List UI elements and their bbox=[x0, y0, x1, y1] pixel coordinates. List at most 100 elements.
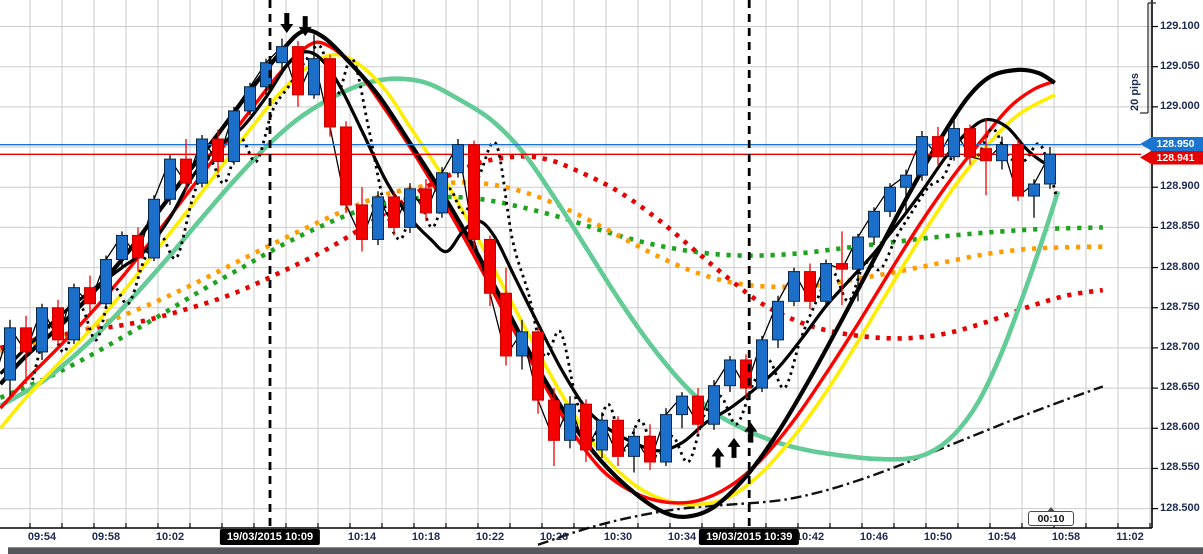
up-candle bbox=[852, 236, 864, 270]
down-candle bbox=[964, 128, 976, 158]
up-candle bbox=[196, 138, 208, 184]
x-axis-label: 10:02 bbox=[155, 531, 185, 543]
signal-arrows-layer bbox=[280, 12, 758, 468]
up-candle bbox=[404, 188, 416, 228]
up-candle bbox=[148, 198, 160, 259]
down-candle bbox=[52, 307, 64, 341]
up-candle bbox=[820, 263, 832, 302]
down-candle bbox=[836, 263, 848, 270]
pips-measure-label: 20 pips bbox=[1129, 73, 1141, 111]
down-candle bbox=[356, 204, 368, 240]
down-candle bbox=[468, 144, 480, 240]
up-candle bbox=[660, 414, 672, 463]
x-axis-label: 10:46 bbox=[859, 531, 889, 543]
down-candle bbox=[180, 158, 192, 184]
ma-green-solid bbox=[0, 76, 1061, 462]
up-candle bbox=[772, 300, 784, 341]
up-candle bbox=[788, 271, 800, 302]
down-candle bbox=[580, 403, 592, 451]
up-candle bbox=[628, 435, 640, 457]
down-candle bbox=[212, 138, 224, 163]
down-candle bbox=[1012, 144, 1024, 197]
ma-red-dotted bbox=[0, 154, 1104, 351]
down-candle bbox=[20, 327, 32, 353]
down-arrow-icon bbox=[280, 12, 294, 33]
down-candle bbox=[84, 287, 96, 305]
y-axis-label: 128.650 bbox=[1160, 381, 1200, 394]
down-candle bbox=[484, 238, 496, 294]
up-candle bbox=[900, 174, 912, 188]
up-candle bbox=[244, 86, 256, 112]
y-axis-label: 129.050 bbox=[1160, 59, 1200, 72]
up-candle bbox=[452, 144, 464, 174]
up-candle bbox=[596, 419, 608, 451]
ma-green-dotted bbox=[0, 194, 1103, 400]
ma-black-dashdot bbox=[537, 385, 1104, 546]
x-axis-label: 10:50 bbox=[923, 531, 953, 543]
up-candle bbox=[260, 62, 272, 88]
grid-layer bbox=[0, 0, 1152, 528]
up-arrow-icon bbox=[727, 437, 741, 458]
y-axis-label: 129.000 bbox=[1160, 99, 1200, 112]
x-axis-label: 11:02 bbox=[1116, 531, 1144, 543]
up-candle bbox=[1044, 153, 1056, 185]
y-axis-label: 129.100 bbox=[1160, 19, 1200, 32]
x-axis-label: 10:18 bbox=[411, 531, 441, 543]
last-price-badge: 128.941 bbox=[1140, 150, 1203, 165]
x-axis-label: 09:58 bbox=[91, 531, 121, 543]
up-candle bbox=[884, 186, 896, 212]
down-candle bbox=[740, 359, 752, 389]
candle-countdown-badge: 00:10 bbox=[1028, 507, 1074, 526]
y-axis-label: 128.500 bbox=[1160, 501, 1200, 514]
up-candle bbox=[756, 339, 768, 389]
y-axis-label: 128.850 bbox=[1160, 220, 1200, 233]
down-candle bbox=[500, 292, 512, 357]
down-candle bbox=[804, 271, 816, 302]
up-candle bbox=[100, 259, 112, 305]
down-candle bbox=[548, 399, 560, 441]
up-candle bbox=[68, 287, 80, 341]
time-marker-badge-2: 19/03/2015 10:39 bbox=[699, 529, 800, 545]
ma-red-solid bbox=[0, 40, 1056, 505]
down-candle bbox=[292, 46, 304, 96]
time-marker-badge-1: 19/03/2015 10:09 bbox=[219, 529, 321, 545]
indicator-lines-layer bbox=[0, 28, 1104, 546]
down-arrow-icon bbox=[298, 16, 312, 37]
x-axis-label: 10:42 bbox=[795, 531, 825, 543]
down-candle bbox=[324, 58, 336, 128]
horizontal-scrollbar[interactable] bbox=[8, 547, 1203, 554]
up-candle bbox=[308, 58, 320, 96]
up-candle bbox=[708, 385, 720, 425]
x-axis-label: 10:54 bbox=[987, 531, 1017, 543]
x-axis-label: 10:34 bbox=[667, 531, 697, 543]
up-candle bbox=[916, 136, 928, 176]
down-candle bbox=[612, 419, 624, 457]
down-candle bbox=[132, 234, 144, 259]
up-candle bbox=[676, 395, 688, 416]
up-candle bbox=[228, 110, 240, 163]
up-candle bbox=[36, 307, 48, 353]
up-candle bbox=[564, 403, 576, 441]
up-arrow-icon bbox=[744, 422, 758, 443]
y-axis-label: 128.750 bbox=[1160, 300, 1200, 313]
down-candle bbox=[644, 435, 656, 463]
x-axis-label: 10:58 bbox=[1051, 531, 1081, 543]
up-candle bbox=[276, 46, 288, 64]
down-candle bbox=[420, 188, 432, 214]
up-candle bbox=[436, 172, 448, 214]
x-axis-label: 09:54 bbox=[27, 531, 57, 543]
up-candle bbox=[996, 144, 1008, 162]
y-axis-label: 128.600 bbox=[1160, 421, 1200, 434]
candles-layer bbox=[4, 34, 1056, 473]
up-arrow-icon bbox=[711, 447, 725, 468]
ma-orange-dotted bbox=[0, 180, 1103, 355]
down-candle bbox=[532, 331, 544, 401]
y-axis-label: 128.800 bbox=[1160, 260, 1200, 273]
down-candle bbox=[340, 126, 352, 206]
pips-bracket-layer bbox=[1140, 2, 1156, 114]
up-candle bbox=[116, 234, 128, 261]
y-axis-label: 128.700 bbox=[1160, 340, 1200, 353]
y-axis-label: 128.900 bbox=[1160, 180, 1200, 193]
